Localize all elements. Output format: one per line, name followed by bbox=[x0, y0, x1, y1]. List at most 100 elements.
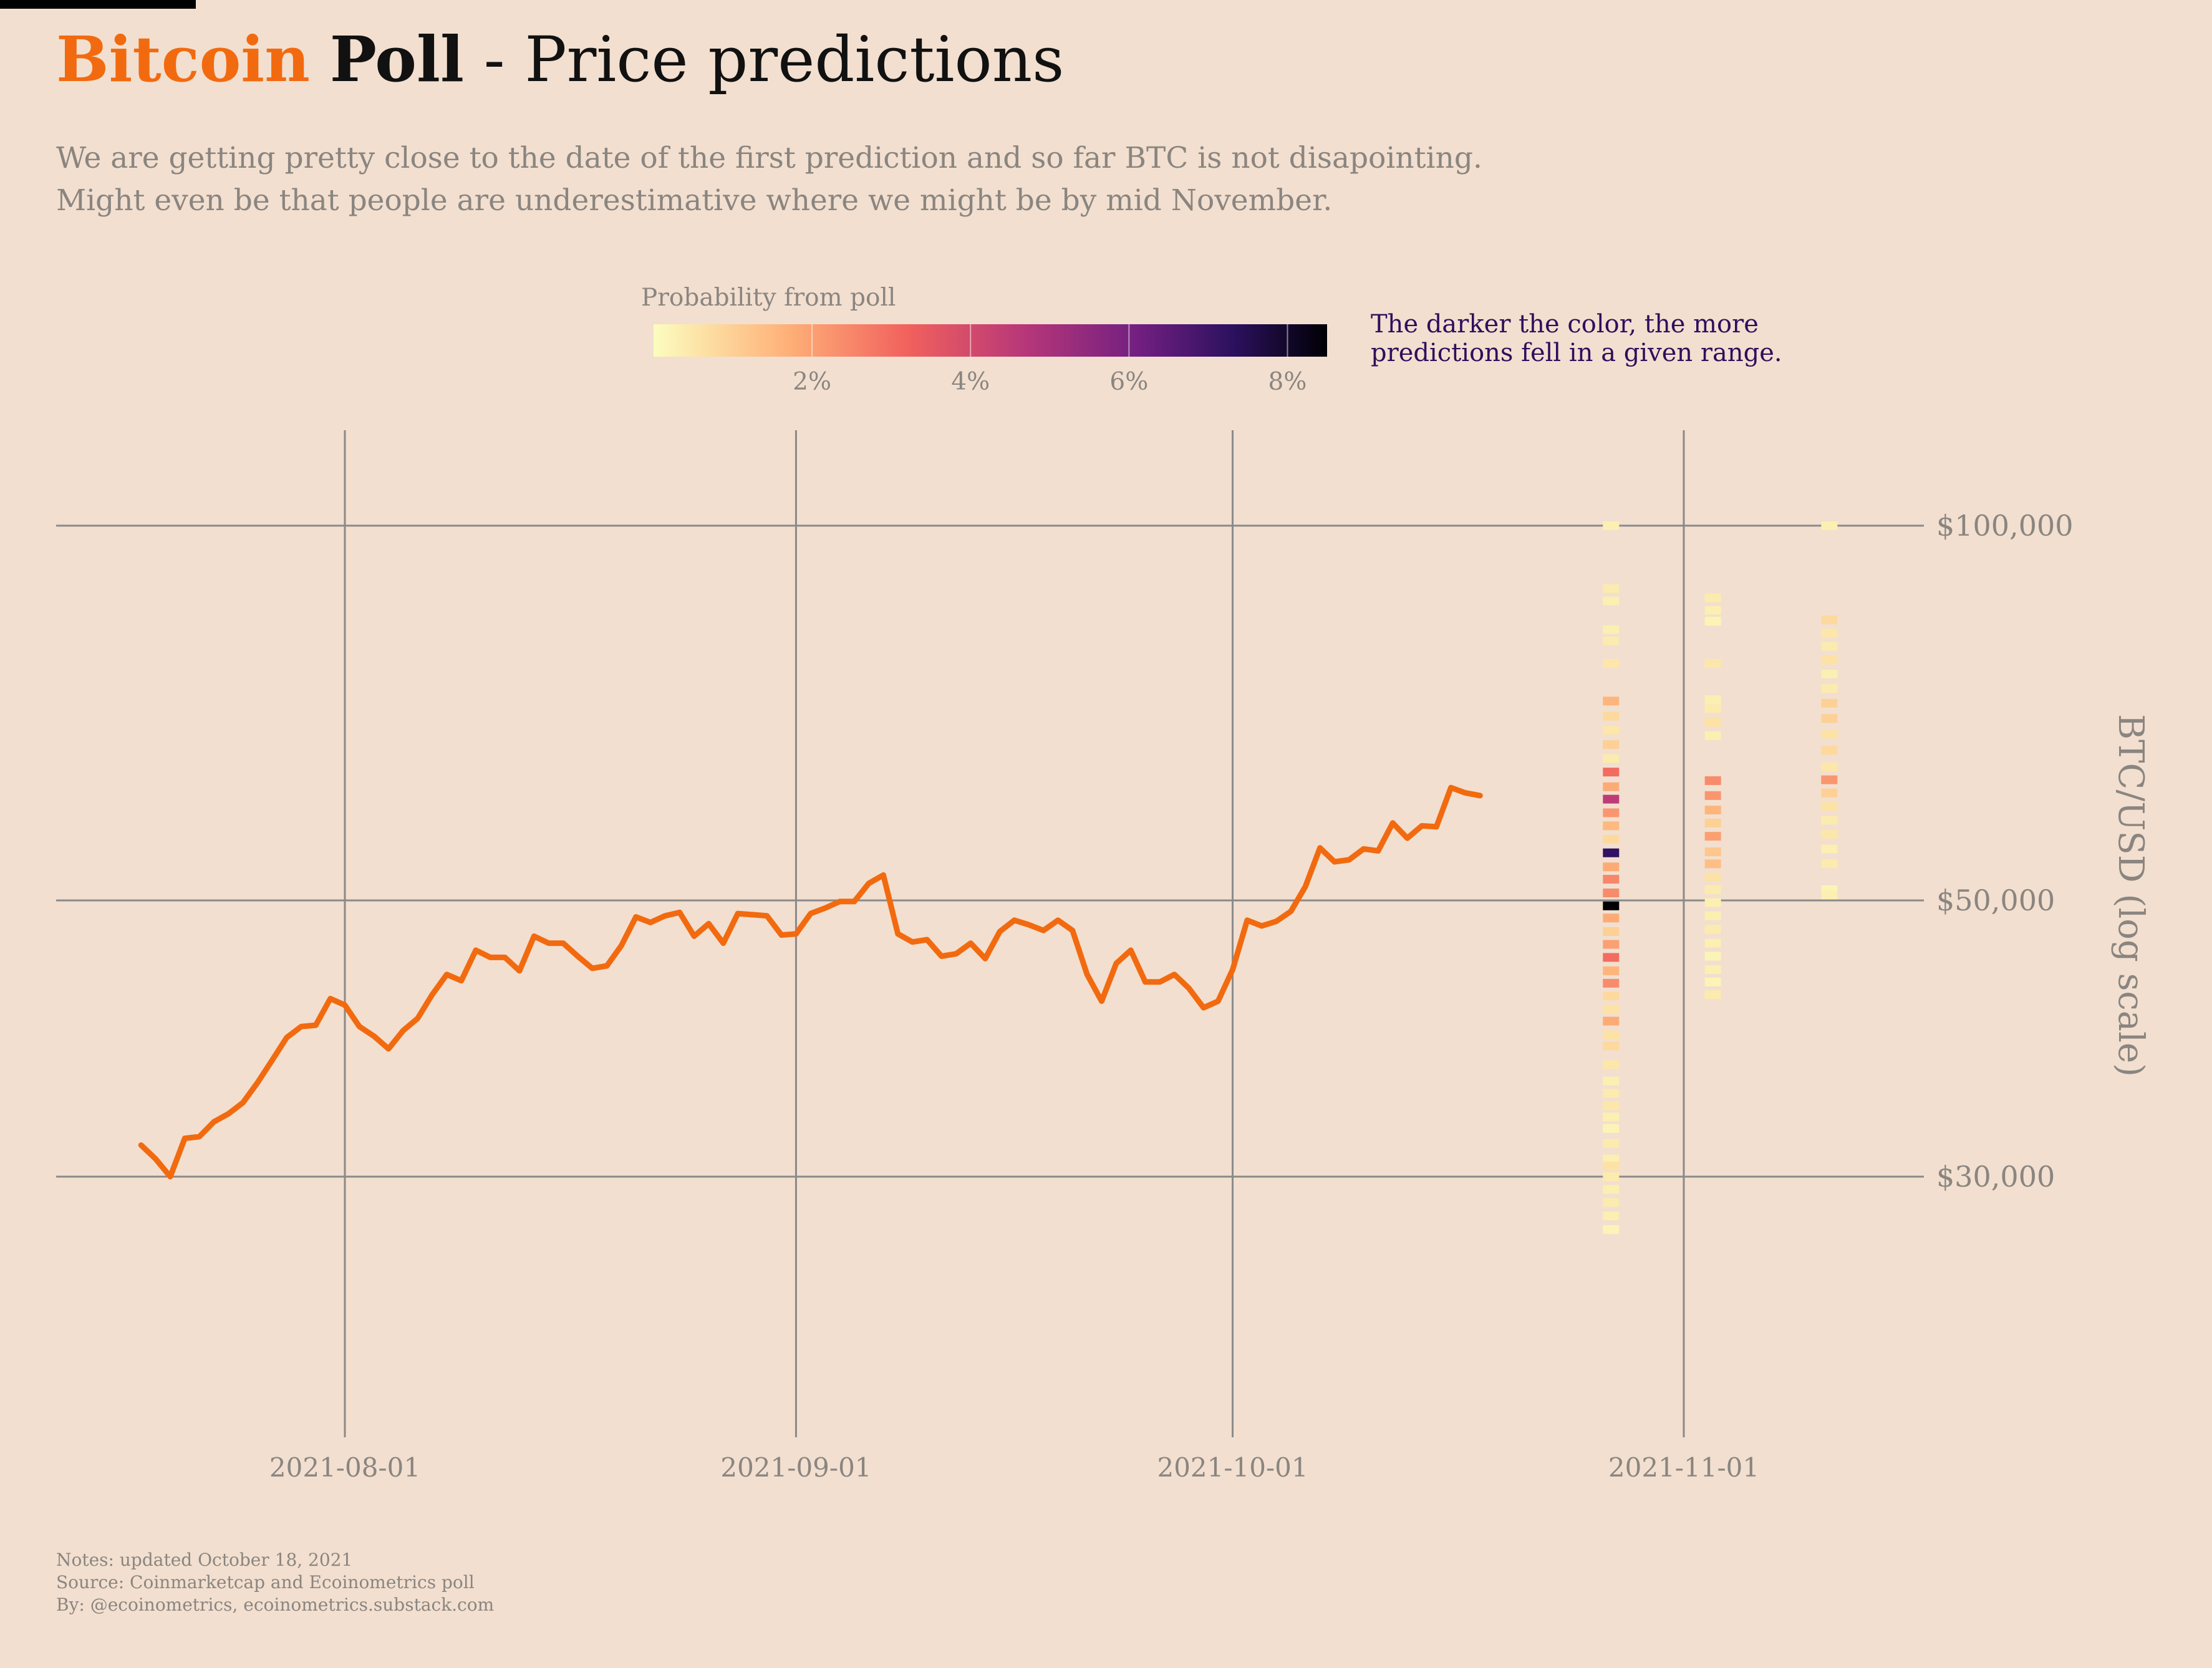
prediction-cell bbox=[1603, 848, 1620, 857]
prediction-cell bbox=[1603, 862, 1620, 872]
colorbar-tick-label: 2% bbox=[793, 368, 831, 396]
prediction-cell bbox=[1603, 1005, 1620, 1014]
prediction-cell bbox=[1704, 695, 1721, 704]
y-tick-label: $100,000 bbox=[1936, 509, 2074, 542]
prediction-cell bbox=[1704, 704, 1721, 713]
prediction-cell bbox=[1704, 925, 1721, 934]
prediction-cell bbox=[1603, 927, 1620, 937]
page-title: Bitcoin Poll - Price predictions bbox=[56, 19, 1064, 100]
colorbar-gradient bbox=[654, 324, 1327, 357]
grid-lines bbox=[56, 430, 1924, 1437]
btc-price-line bbox=[138, 784, 1483, 1180]
prediction-cell bbox=[1603, 808, 1620, 817]
colorbar-tick-label: 8% bbox=[1268, 368, 1307, 396]
title-poll: Poll bbox=[329, 22, 464, 96]
prediction-cell bbox=[1603, 991, 1620, 1001]
prediction-cell bbox=[1821, 775, 1838, 784]
prediction-cell bbox=[1603, 521, 1620, 530]
prediction-cell bbox=[1704, 990, 1721, 1000]
prediction-cell bbox=[1603, 888, 1620, 897]
prediction-cell bbox=[1603, 875, 1620, 884]
prediction-cell bbox=[1704, 977, 1721, 986]
colorbar-tick-label: 4% bbox=[951, 368, 990, 396]
prediction-cell bbox=[1603, 625, 1620, 634]
y-tick-label: $30,000 bbox=[1936, 1160, 2055, 1193]
prediction-cell bbox=[1603, 754, 1620, 763]
subtitle-line-1: We are getting pretty close to the date … bbox=[56, 141, 1482, 175]
prediction-cell bbox=[1704, 731, 1721, 740]
prediction-cell bbox=[1704, 832, 1721, 841]
prediction-cell bbox=[1603, 711, 1620, 721]
prediction-cell bbox=[1821, 859, 1838, 869]
prediction-cell bbox=[1603, 1198, 1620, 1207]
x-tick-label: 2021-11-01 bbox=[1608, 1452, 1759, 1483]
prediction-cell bbox=[1603, 978, 1620, 988]
prediction-cell bbox=[1821, 746, 1838, 755]
prediction-cell bbox=[1603, 821, 1620, 831]
prediction-cell bbox=[1603, 1161, 1620, 1170]
prediction-cell bbox=[1603, 1124, 1620, 1133]
prediction-cell bbox=[1603, 953, 1620, 962]
prediction-cell bbox=[1704, 847, 1721, 857]
prediction-cell bbox=[1603, 1211, 1620, 1220]
prediction-cell bbox=[1821, 890, 1838, 900]
prediction-cell bbox=[1603, 740, 1620, 750]
top-accent-bar bbox=[0, 0, 196, 9]
prediction-cell bbox=[1821, 615, 1838, 625]
legend-annotation-line-2: predictions fell in a given range. bbox=[1371, 339, 1782, 367]
subtitle: We are getting pretty close to the date … bbox=[56, 137, 1482, 222]
prediction-cell bbox=[1603, 794, 1620, 804]
prediction-heatmap bbox=[1603, 521, 1838, 1234]
prediction-cell bbox=[1704, 859, 1721, 869]
prediction-cell bbox=[1603, 966, 1620, 975]
prediction-cell bbox=[1821, 816, 1838, 825]
prediction-cell bbox=[1821, 698, 1838, 708]
colorbar-tick-label: 6% bbox=[1109, 368, 1148, 396]
prediction-cell bbox=[1603, 1154, 1620, 1164]
prediction-cell bbox=[1821, 629, 1838, 638]
title-rest: - Price predictions bbox=[463, 23, 1065, 96]
prediction-cell bbox=[1704, 718, 1721, 727]
prediction-cell bbox=[1821, 844, 1838, 854]
prediction-cell bbox=[1704, 593, 1721, 602]
prediction-cell bbox=[1821, 714, 1838, 723]
colorbar-ticks: 2% 4% 6% 8% bbox=[793, 324, 1306, 396]
prediction-cell bbox=[1704, 659, 1721, 668]
prediction-cell bbox=[1821, 730, 1838, 739]
prediction-cell bbox=[1603, 901, 1620, 910]
prediction-cell bbox=[1704, 617, 1721, 626]
prediction-cell bbox=[1704, 872, 1721, 882]
prediction-cell bbox=[1603, 1225, 1620, 1234]
prediction-cell bbox=[1704, 818, 1721, 827]
prediction-cell bbox=[1603, 1016, 1620, 1026]
prediction-cell bbox=[1603, 914, 1620, 923]
prediction-cell bbox=[1603, 584, 1620, 594]
colorbar: Probability from poll 2% 4% 6% 8% The darke… bbox=[641, 284, 1782, 396]
x-axis-ticks: 2021-08-01 2021-09-01 2021-10-01 2021-11-01 bbox=[269, 1452, 1759, 1483]
prediction-cell bbox=[1821, 684, 1838, 693]
footer-notes: Notes: updated October 18, 2021 Source: … bbox=[56, 1549, 494, 1616]
prediction-cell bbox=[1603, 726, 1620, 735]
prediction-cell bbox=[1603, 1185, 1620, 1194]
prediction-cell bbox=[1603, 636, 1620, 645]
colorbar-title: Probability from poll bbox=[641, 284, 896, 312]
prediction-cell bbox=[1821, 642, 1838, 651]
x-tick-label: 2021-10-01 bbox=[1157, 1452, 1308, 1483]
prediction-cell bbox=[1704, 806, 1721, 815]
prediction-cell bbox=[1603, 1076, 1620, 1086]
prediction-cell bbox=[1704, 911, 1721, 920]
prediction-cell bbox=[1603, 596, 1620, 605]
prediction-cell bbox=[1603, 659, 1620, 668]
prediction-cell bbox=[1603, 1101, 1620, 1111]
prediction-cell bbox=[1603, 1060, 1620, 1069]
prediction-cell bbox=[1603, 782, 1620, 791]
prediction-cell bbox=[1704, 776, 1721, 785]
x-tick-label: 2021-08-01 bbox=[269, 1452, 420, 1483]
title-brand: Bitcoin bbox=[56, 22, 310, 96]
y-axis-ticks: $30,000 $50,000 $100,000 bbox=[1936, 509, 2074, 1193]
prediction-cell bbox=[1821, 669, 1838, 678]
prediction-cell bbox=[1603, 940, 1620, 949]
prediction-cell bbox=[1603, 768, 1620, 777]
prediction-cell bbox=[1821, 788, 1838, 798]
